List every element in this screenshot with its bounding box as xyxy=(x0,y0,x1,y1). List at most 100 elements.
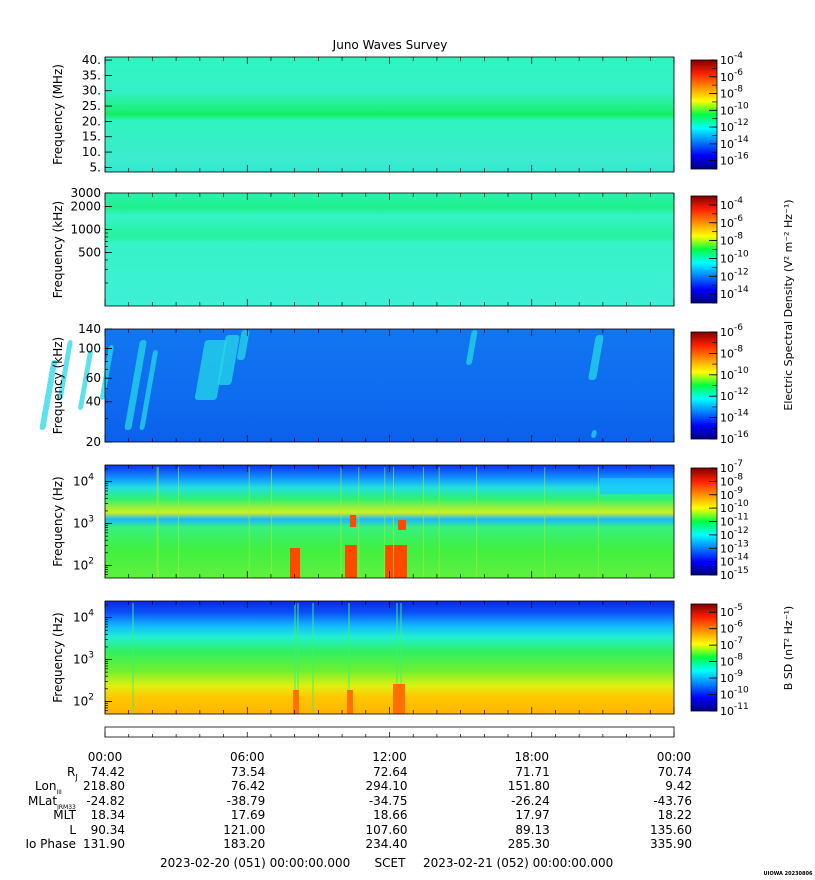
y-tick-label: 104 xyxy=(73,609,94,625)
ephem-label-rj: RJ xyxy=(67,765,78,782)
x-tick-label: 12:00 xyxy=(372,750,407,764)
ephemeris-value: -24.82 xyxy=(86,794,125,808)
y-tick-label: 40 xyxy=(86,395,101,409)
ephemeris-value: 107.60 xyxy=(366,823,408,837)
y-tick-label: 20 xyxy=(86,435,101,449)
emission-burst xyxy=(293,690,299,714)
emission-feature xyxy=(466,330,478,365)
spectrogram-image xyxy=(105,193,674,306)
ephemeris-value: 151.80 xyxy=(508,779,550,793)
y-tick-label: 60 xyxy=(86,371,101,385)
spectrogram-panel-4: 102 103 104 Frequency (Hz) xyxy=(51,464,675,579)
y-tick-label: 40. xyxy=(82,53,101,67)
colorbar-tick-label: 10-6 xyxy=(720,214,743,230)
x-tick-label: 00:00 xyxy=(657,750,692,764)
ephemeris-value: 89.13 xyxy=(515,823,549,837)
y-axis-label: Frequency (kHz) xyxy=(51,337,65,434)
y-tick-label: 2000 xyxy=(70,199,101,213)
ephem-label-l: L xyxy=(69,823,76,837)
emission-feature xyxy=(57,340,73,400)
colorbar-tick-label: 10-11 xyxy=(720,513,749,529)
y-tick-label: 1000 xyxy=(70,222,101,236)
colorbar-tick-label: 10-8 xyxy=(720,653,743,669)
ephemeris-value: 18.34 xyxy=(91,808,125,822)
colorbar-tick-label: 10-16 xyxy=(720,430,749,446)
y-axis-label: Frequency (kHz) xyxy=(51,201,65,298)
y-tick-label: 3000 xyxy=(70,186,101,200)
emission-feature xyxy=(39,360,58,430)
colorbar-tick-label: 10-8 xyxy=(720,232,743,248)
colorbar-tick-label: 10-9 xyxy=(720,669,743,685)
colorbar-tick-label: 10-14 xyxy=(720,135,749,151)
y-tick-label: 103 xyxy=(73,651,94,667)
colorbar-tick-label: 10-8 xyxy=(720,472,743,488)
time-range-end: 2023-02-21 (052) 00:00:00.000 xyxy=(423,856,613,870)
y-tick-label: 102 xyxy=(73,556,94,572)
ephem-label-mlt: MLT xyxy=(53,808,76,822)
y-tick-label: 102 xyxy=(73,692,94,708)
colorbar-tick-label: 10-6 xyxy=(720,620,743,636)
ephemeris-value: 73.54 xyxy=(231,765,265,779)
ephemeris-labels: RJ LonIII MLatJRM33 MLT L Io Phase xyxy=(25,765,77,851)
ephemeris-value: 76.42 xyxy=(231,779,265,793)
y-axis-label: Frequency (Hz) xyxy=(51,476,65,567)
ephemeris-value: -34.75 xyxy=(369,794,408,808)
colorbar-tick-label: 10-8 xyxy=(720,85,743,101)
colorbar-tick-label: 10-11 xyxy=(720,702,749,718)
emission-feature xyxy=(78,350,93,410)
ephemeris-value: 183.20 xyxy=(223,837,265,851)
emission-feature xyxy=(124,340,147,430)
colorbar-3: 10-6 10-8 10-10 10-12 10-14 10-16 xyxy=(690,323,749,446)
spectrogram-image xyxy=(105,329,674,442)
colorbar-4: 10-710-810-910-1010-1110-1210-1310-1410-… xyxy=(690,459,749,582)
ephemeris-value: 218.80 xyxy=(83,779,125,793)
colorbar-tick-label: 10-12 xyxy=(720,387,749,403)
emission-burst xyxy=(347,690,353,714)
ephemeris-value: 90.34 xyxy=(91,823,125,837)
footer-stamp: UIOWA 20230806 xyxy=(764,871,813,877)
y-tick-label: 15. xyxy=(82,130,101,144)
colorbar-tick-label: 10-10 xyxy=(720,101,749,117)
y-tick-label: 104 xyxy=(73,473,94,489)
colorbar-tick-label: 10-12 xyxy=(720,267,749,283)
spectrogram-features xyxy=(39,330,604,438)
y-tick-label: 500 xyxy=(78,246,101,260)
emission-burst xyxy=(398,520,406,530)
y-axis-label: Frequency (Hz) xyxy=(51,612,65,703)
emission-feature xyxy=(139,350,158,430)
time-range-start: 2023-02-20 (051) 00:00:00.000 xyxy=(160,856,350,870)
ephemeris-value: 285.30 xyxy=(508,837,550,851)
y-tick-label: 103 xyxy=(73,515,94,531)
colorbar-tick-label: 10-6 xyxy=(720,323,743,339)
emission-feature xyxy=(237,330,250,360)
scet-label: SCET xyxy=(375,856,407,870)
colorbar-tick-label: 10-14 xyxy=(720,553,749,569)
colorbar-tick-label: 10-10 xyxy=(720,686,749,702)
y-tick-label: 5. xyxy=(90,160,101,174)
colorbar-tick-label: 10-4 xyxy=(720,51,743,67)
colorbar-scale xyxy=(690,59,718,170)
spectrogram-features xyxy=(156,467,674,578)
colorbar-label-magnetic: B SD (nT² Hz⁻¹) xyxy=(782,606,795,690)
emission-burst xyxy=(350,515,356,527)
colorbar-tick-label: 10-7 xyxy=(720,459,743,475)
ephemeris-value: -26.24 xyxy=(511,794,550,808)
colorbar-tick-label: 10-5 xyxy=(720,603,743,619)
ephemeris-value: 17.69 xyxy=(231,808,265,822)
ephemeris-value: -38.79 xyxy=(227,794,266,808)
emission-burst xyxy=(290,548,300,578)
x-tick-label: 18:00 xyxy=(514,750,549,764)
emission-feature xyxy=(194,340,227,400)
colorbar-tick-label: 10-10 xyxy=(720,249,749,265)
emission-burst xyxy=(393,684,405,714)
ephemeris-value: 17.97 xyxy=(515,808,549,822)
ephemeris-value: 234.40 xyxy=(366,837,408,851)
colorbar-tick-label: 10-10 xyxy=(720,366,749,382)
ephemeris-value: 121.00 xyxy=(223,823,265,837)
spectrogram-image xyxy=(105,57,674,172)
colorbar-tick-label: 10-7 xyxy=(720,636,743,652)
colorbar-tick-label: 10-14 xyxy=(720,285,749,301)
